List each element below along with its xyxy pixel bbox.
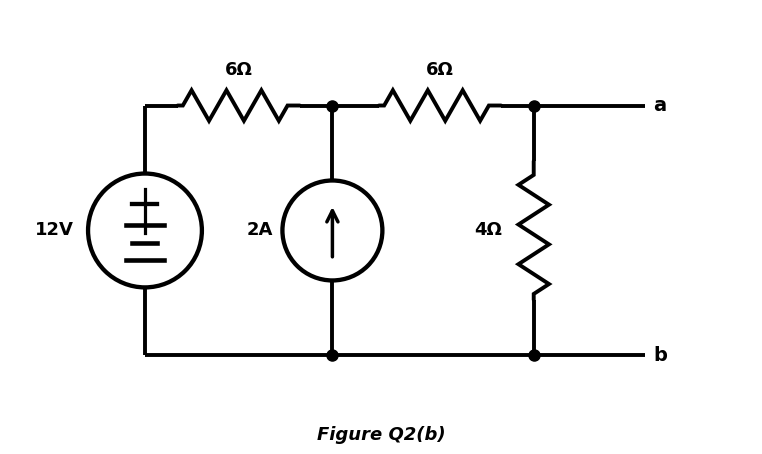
Text: 2A: 2A	[246, 222, 273, 239]
Text: Figure Q2(b): Figure Q2(b)	[317, 426, 445, 444]
Text: a: a	[653, 96, 666, 115]
Text: 6Ω: 6Ω	[225, 61, 253, 79]
Text: 12V: 12V	[35, 222, 74, 239]
Text: 6Ω: 6Ω	[426, 61, 454, 79]
Text: 4Ω: 4Ω	[475, 222, 502, 239]
Text: b: b	[653, 346, 667, 365]
